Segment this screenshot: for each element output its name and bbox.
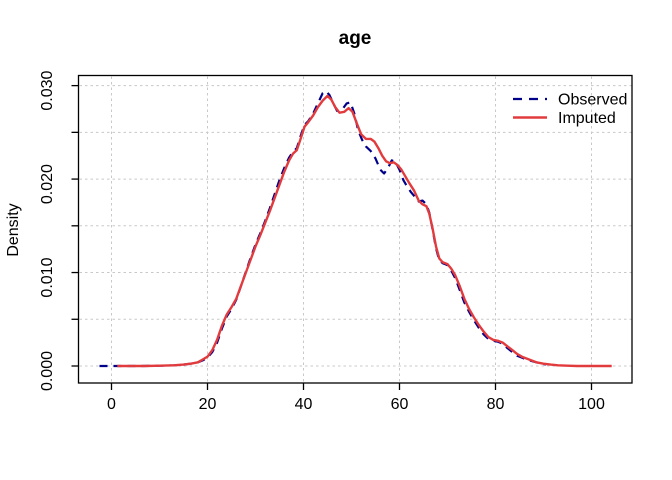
axis-ticks (71, 84, 593, 390)
tick-label: 0 (107, 396, 116, 413)
tick-label: 0.010 (39, 257, 56, 297)
legend: Observed Imputed (513, 92, 627, 127)
tick-label: 0.020 (39, 164, 56, 204)
legend-observed-label: Observed (558, 92, 627, 109)
tick-label: 60 (391, 396, 409, 413)
y-axis-title: Density (5, 203, 22, 256)
tick-label: 100 (578, 396, 605, 413)
tick-label: 40 (295, 396, 313, 413)
axis-tick-labels: 0 20 40 60 80 100 0.000 0.010 0.020 0.030 (39, 71, 605, 413)
tick-label: 0.000 (39, 351, 56, 391)
plot-border (77, 74, 633, 384)
gridlines (79, 76, 632, 383)
tick-label: 0.030 (39, 71, 56, 111)
tick-label: 20 (199, 396, 217, 413)
tick-label: 80 (487, 396, 505, 413)
imputed-density-curve (117, 94, 612, 368)
chart-title: age (339, 28, 372, 49)
legend-imputed-label: Imputed (558, 110, 616, 127)
